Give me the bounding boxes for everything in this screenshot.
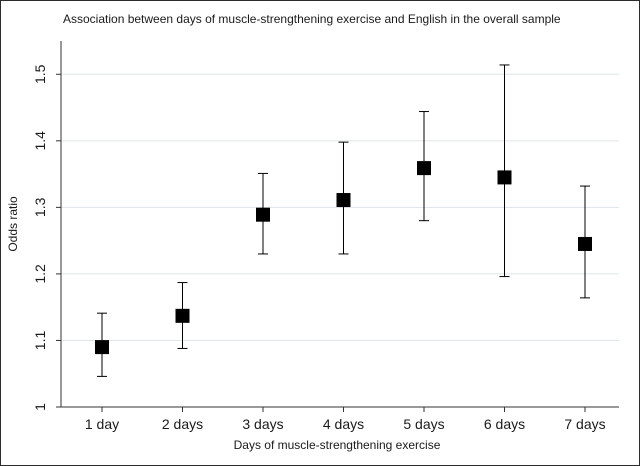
- gridlines: [61, 73, 619, 341]
- data-point: [578, 236, 592, 251]
- data-marks: [95, 64, 592, 377]
- x-axis-label: Days of muscle-strengthening exercise: [234, 438, 441, 452]
- x-tick-label: 7 days: [564, 416, 605, 432]
- chart-title: Association between days of muscle-stren…: [63, 12, 561, 26]
- data-point: [256, 207, 270, 222]
- x-axis-ticks: 1 day 2 days 3 days 4 days 5 days 6 days 7 day…: [85, 407, 606, 432]
- x-tick-label: 6 days: [484, 416, 525, 432]
- data-point: [175, 308, 190, 323]
- data-point: [417, 161, 431, 176]
- y-tick-label: 1.1: [32, 331, 48, 351]
- y-axis-label: Odds ratio: [6, 196, 20, 252]
- data-point: [95, 340, 109, 355]
- y-tick-label: 1: [32, 403, 48, 411]
- y-axis-ticks: 1 1.1 1.2 1.3 1.4 1.5: [32, 64, 61, 411]
- x-tick-label: 4 days: [323, 416, 364, 432]
- y-tick-label: 1.5: [32, 64, 48, 84]
- y-tick-label: 1.3: [32, 197, 48, 217]
- y-tick-label: 1.4: [32, 131, 48, 151]
- x-tick-label: 1 day: [85, 416, 119, 432]
- x-tick-label: 3 days: [242, 416, 283, 432]
- x-tick-label: 5 days: [403, 416, 444, 432]
- x-tick-label: 2 days: [162, 416, 203, 432]
- data-point: [497, 170, 512, 185]
- data-point: [336, 193, 351, 208]
- y-tick-label: 1.2: [32, 264, 48, 284]
